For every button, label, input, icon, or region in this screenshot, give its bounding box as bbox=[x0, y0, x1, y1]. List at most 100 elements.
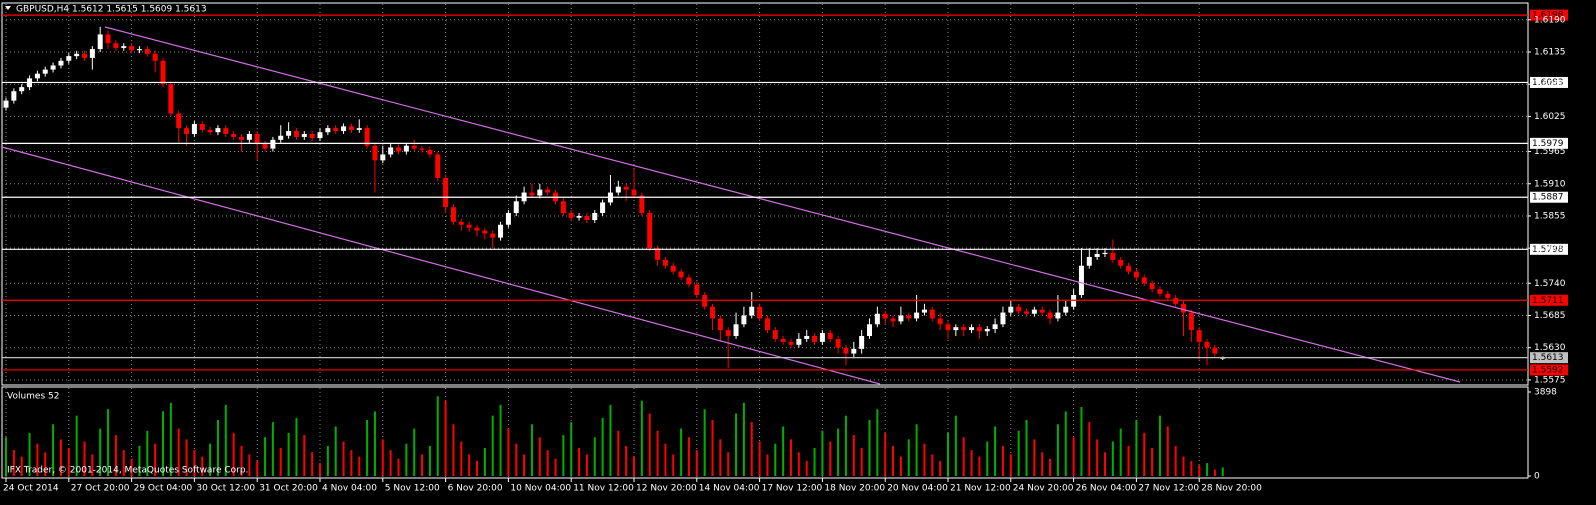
candle-body bbox=[333, 128, 339, 132]
x-tick-label: 30 Oct 12:00 bbox=[196, 484, 255, 494]
candle-body bbox=[1141, 277, 1147, 284]
candle-body bbox=[733, 324, 739, 336]
candle-body bbox=[19, 87, 25, 92]
candle-body bbox=[804, 335, 810, 339]
candle-body bbox=[1078, 265, 1084, 296]
x-tick-label: 24 Oct 2014 bbox=[3, 484, 59, 494]
candle-body bbox=[58, 60, 64, 66]
candle-body bbox=[215, 128, 221, 133]
y-tick-label: 1.5800 bbox=[1534, 244, 1566, 254]
candle-body bbox=[388, 147, 394, 155]
candle-body bbox=[450, 207, 456, 222]
candle-body bbox=[184, 128, 190, 134]
x-tick-label: 6 Nov 20:00 bbox=[448, 484, 503, 494]
candle-body bbox=[1024, 311, 1029, 314]
candle-body bbox=[498, 224, 504, 238]
axes: 1.6190 1.6135 1.6080 1.6025 1.5965 1.5910 1.58… bbox=[3, 15, 1566, 493]
candle-body bbox=[890, 318, 896, 322]
candle-body bbox=[929, 309, 935, 319]
candle-body bbox=[89, 49, 95, 58]
x-tick-label: 27 Oct 20:00 bbox=[71, 484, 130, 494]
candle-body bbox=[348, 126, 354, 130]
candle-body bbox=[3, 100, 9, 108]
candle-body bbox=[435, 154, 441, 178]
y-tick-label: 1.5685 bbox=[1534, 311, 1566, 321]
candle-body bbox=[874, 313, 880, 325]
candle-body bbox=[984, 328, 990, 332]
candle-body bbox=[898, 315, 904, 322]
candle-body bbox=[710, 306, 715, 319]
chart-title: GBPUSD,H4 1.5612 1.5615 1.5609 1.5613 bbox=[16, 5, 207, 15]
candle-body bbox=[309, 133, 315, 139]
candle-body bbox=[270, 139, 276, 149]
candle-body bbox=[278, 135, 284, 140]
level-label: 1.5798 bbox=[1532, 245, 1564, 255]
candle-body bbox=[662, 259, 668, 266]
candle-body bbox=[835, 338, 841, 348]
menu-arrow[interactable] bbox=[5, 6, 11, 10]
candle-body bbox=[50, 65, 56, 70]
x-tick-label: 28 Nov 20:00 bbox=[1201, 484, 1262, 494]
candle-body bbox=[121, 46, 127, 48]
candle-body bbox=[914, 312, 920, 319]
candle-body bbox=[592, 213, 598, 221]
level-label: 1.5711 bbox=[1532, 296, 1564, 306]
candle-body bbox=[1000, 312, 1006, 325]
x-tick-label: 11 Nov 12:00 bbox=[573, 484, 634, 494]
candle-body bbox=[764, 318, 770, 331]
x-tick-label: 4 Nov 04:00 bbox=[322, 484, 377, 494]
candle-body bbox=[246, 133, 252, 140]
candle-body bbox=[168, 84, 174, 114]
y-tick-label: 1.6190 bbox=[1534, 15, 1566, 25]
y-tick-label: 1.6025 bbox=[1534, 112, 1566, 122]
candle-body bbox=[466, 224, 472, 228]
candle-body bbox=[819, 333, 825, 342]
level-box bbox=[1530, 243, 1568, 255]
candle-body bbox=[1157, 289, 1163, 294]
level-label: 1.5979 bbox=[1532, 139, 1564, 149]
candle-body bbox=[356, 128, 362, 130]
candle-body bbox=[1196, 330, 1202, 342]
candle-body bbox=[725, 330, 731, 336]
candle-body bbox=[749, 306, 755, 316]
candle-body bbox=[372, 145, 378, 161]
candle-body bbox=[945, 324, 951, 331]
candle-body bbox=[859, 335, 865, 349]
candle-body bbox=[961, 327, 967, 331]
candle-body bbox=[223, 128, 229, 134]
candle-body bbox=[1039, 309, 1045, 313]
candle-body bbox=[867, 324, 872, 336]
candle-body bbox=[152, 53, 158, 61]
candle-body bbox=[600, 202, 606, 214]
candle-body bbox=[686, 277, 692, 285]
candle-body bbox=[34, 73, 40, 79]
volume-tick-label: 3898 bbox=[1534, 388, 1557, 398]
candle-body bbox=[317, 132, 323, 139]
candle-body bbox=[262, 143, 268, 149]
grid bbox=[2, 4, 1528, 477]
y-tick-label: 1.5855 bbox=[1534, 211, 1566, 221]
level-label: 1.5613 bbox=[1532, 353, 1564, 363]
x-tick-label: 17 Nov 12:00 bbox=[762, 484, 823, 494]
candle-body bbox=[325, 128, 331, 133]
candle-body bbox=[694, 284, 700, 296]
candle-body bbox=[513, 201, 519, 214]
candle-body bbox=[843, 347, 849, 354]
candle-body bbox=[827, 333, 833, 339]
candle-body bbox=[623, 186, 629, 190]
candle-body bbox=[427, 149, 433, 155]
candle-body bbox=[207, 129, 213, 133]
candle-body bbox=[129, 46, 135, 51]
levels: 1.6198 1.6083 1.5979 1.5887 1.5798 1.5711 1.56… bbox=[2, 9, 1568, 376]
trend-line-lower bbox=[1, 146, 881, 385]
candle-body bbox=[160, 60, 166, 85]
candle-body bbox=[1086, 256, 1092, 266]
candle-body bbox=[992, 324, 998, 329]
candle-body bbox=[560, 201, 566, 214]
x-tick-label: 14 Nov 04:00 bbox=[699, 484, 760, 494]
candle-body bbox=[1165, 293, 1171, 298]
candle-body bbox=[1055, 312, 1061, 319]
candle-body bbox=[66, 56, 72, 61]
x-tick-label: 31 Oct 20:00 bbox=[259, 484, 318, 494]
